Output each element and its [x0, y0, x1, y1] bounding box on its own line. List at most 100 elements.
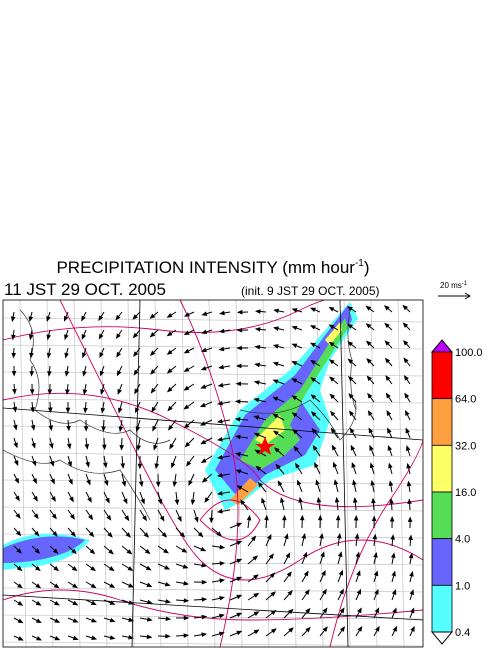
wind-arrow-head: [310, 342, 316, 348]
wind-arrow-head: [405, 445, 411, 452]
wind-arrow-head: [350, 444, 356, 451]
wind-arrow-head: [246, 514, 252, 521]
wind-arrow-head: [305, 626, 311, 633]
wind-arrow-head: [67, 461, 73, 468]
wind-arrow-head: [328, 324, 335, 330]
grid-line: [154, 300, 162, 647]
wind-arrow-head: [17, 583, 23, 589]
wind-arrow-head: [347, 358, 354, 364]
wind-arrow-head: [254, 309, 261, 314]
wind-arrow-head: [11, 371, 17, 377]
wind-arrow-head: [51, 496, 56, 502]
wind-arrow-head: [252, 555, 259, 561]
wind-arrow-head: [159, 515, 165, 522]
wind-arrow-head: [356, 570, 361, 577]
wind-arrow-head: [149, 313, 156, 319]
wind-arrow-head: [299, 514, 305, 521]
wind-arrow-head: [391, 570, 396, 577]
wind-arrow-head: [172, 481, 178, 488]
wind-arrow-head: [133, 351, 139, 357]
wind-arrow-head: [183, 423, 190, 429]
wind-arrow-head: [385, 392, 391, 399]
wind-arrow-head: [390, 552, 396, 559]
wind-arrow-head: [102, 462, 108, 469]
wind-arrow-head: [163, 548, 169, 554]
wind-arrow-head: [216, 473, 223, 478]
grid-line: [3, 371, 423, 377]
wind-arrow-head: [118, 426, 124, 433]
wind-arrow-head: [319, 532, 324, 539]
wind-arrow-head: [183, 330, 190, 335]
wind-arrow-head: [47, 371, 52, 377]
wind-arrow-head: [63, 315, 69, 322]
wind-arrow-head: [387, 427, 392, 434]
wind-arrow-head: [137, 463, 143, 470]
wind-arrow-head: [374, 588, 379, 595]
wind-arrow-head: [116, 351, 122, 358]
wind-arrow-head: [291, 395, 298, 401]
wind-arrow-head: [365, 340, 372, 347]
wind-arrow-head: [234, 399, 241, 404]
wind-arrow-head: [183, 615, 190, 621]
wind-arrow-head: [29, 389, 35, 395]
wind-arrow-head: [352, 479, 357, 486]
wind-arrow-head: [104, 480, 109, 487]
wind-arrow-head: [351, 461, 356, 468]
wind-arrow-head: [321, 569, 326, 576]
colorbar-label: 32.0: [455, 440, 476, 452]
wind-arrow-head: [370, 479, 375, 486]
wind-arrow-head: [408, 552, 414, 559]
wind-arrow-head: [183, 598, 190, 603]
wind-arrow-head: [31, 460, 37, 467]
colorbar-under: [430, 631, 454, 645]
wind-arrow-head: [253, 592, 260, 598]
wind-arrow-head: [91, 635, 98, 640]
valid-time: 11 JST 29 OCT. 2005: [4, 280, 166, 299]
wind-arrow-head: [291, 361, 298, 366]
wind-arrow-head: [287, 590, 293, 596]
wind-arrow-head: [303, 570, 309, 577]
wind-arrow-head: [347, 341, 354, 347]
wind-arrow-head: [161, 532, 168, 538]
wind-arrow-head: [216, 419, 223, 424]
wind-arrow-head: [46, 352, 52, 359]
wind-arrow-head: [164, 581, 171, 587]
wind-arrow-head: [218, 631, 225, 637]
wind-arrow-head: [201, 477, 208, 483]
wind-arrow-head: [49, 460, 55, 467]
wind-arrow-head: [201, 329, 208, 334]
wind-arrow-head: [122, 498, 128, 505]
grid-line: [3, 425, 423, 431]
wind-arrow-head: [200, 366, 207, 371]
wind-arrow-head: [347, 323, 353, 329]
wind-arrow-head: [253, 611, 260, 617]
wind-arrow-head: [236, 540, 243, 546]
wind-arrow-head: [70, 531, 76, 537]
wind-arrow-head: [134, 388, 139, 395]
wind-arrow-head: [201, 579, 208, 585]
wind-arrow-head: [33, 513, 39, 520]
colorbar-label: 100.0: [455, 347, 483, 359]
grid-line: [181, 300, 189, 647]
wind-arrow-head: [218, 613, 225, 619]
wind-arrow-head: [275, 463, 281, 470]
wind-arrow-head: [36, 636, 43, 641]
wind-arrow-head: [11, 334, 16, 341]
precipitation: [3, 302, 358, 570]
wind-arrow-head: [200, 546, 207, 552]
wind-arrow-head: [310, 360, 316, 365]
map-borders: [2, 299, 424, 648]
wind-arrow-head: [11, 352, 17, 359]
wind-arrow-head: [254, 449, 261, 455]
wind-arrow-head: [288, 627, 294, 633]
wind-arrow-head: [200, 439, 207, 445]
wind-arrow-head: [407, 498, 412, 505]
wind-arrow-head: [404, 392, 410, 399]
wind-arrow-head: [273, 447, 280, 453]
wind-arrow-head: [32, 478, 37, 485]
wind-arrow-head: [146, 634, 153, 640]
wind-arrow-head: [316, 496, 322, 503]
wind-arrow-head: [90, 583, 97, 589]
wind-arrow-head: [374, 625, 380, 632]
wind-arrow-head: [33, 495, 38, 502]
